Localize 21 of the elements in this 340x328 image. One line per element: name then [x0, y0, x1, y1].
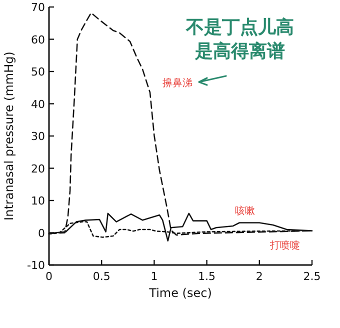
y-tick-label: 60 — [31, 33, 45, 46]
x-tick-label: 0.5 — [92, 270, 110, 283]
y-tick-label: 0 — [38, 226, 45, 240]
x-tick-label: 1 — [150, 270, 158, 283]
text: 不是丁点儿高 — [185, 17, 294, 38]
y-tick-label: 70 — [31, 1, 45, 14]
y-tick-label: -10 — [27, 259, 45, 272]
y-tick-label: 30 — [31, 130, 45, 143]
x-tick-label: 2 — [256, 270, 263, 283]
text: 是高得离谱 — [194, 41, 285, 62]
series-label: 打喷嚏 — [268, 240, 300, 252]
series-label: 擤鼻涕 — [162, 77, 193, 90]
x-tick-label: 2.5 — [303, 270, 321, 283]
y-tick-label: 20 — [31, 162, 45, 176]
x-tick-label: 1.5 — [198, 270, 216, 283]
y-tick-label: 40 — [31, 98, 45, 111]
y-tick-label: 50 — [31, 66, 45, 78]
y-tick-label: 10 — [31, 194, 45, 208]
series-label: 咳嗽 — [235, 204, 256, 217]
x-axis-title: Time (sec) — [148, 286, 212, 300]
y-axis-title: Intranasal pressure (mmHg) — [2, 52, 16, 220]
